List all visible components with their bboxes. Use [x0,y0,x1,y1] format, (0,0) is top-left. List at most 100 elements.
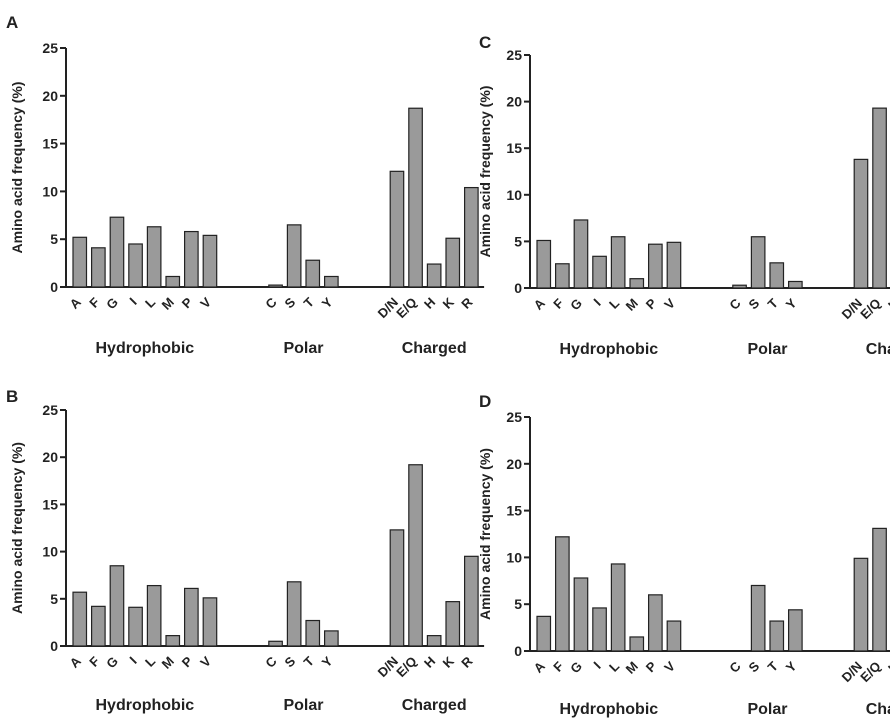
y-tick-label: 25 [42,40,58,56]
bar-g [574,578,588,651]
x-tick-label: A [531,295,549,313]
bar-c [269,641,283,646]
x-tick-label: H [421,295,438,312]
y-tick-label: 5 [50,231,58,247]
x-tick-label: T [301,294,317,310]
bar-d-n [390,171,404,287]
y-tick-label: 20 [42,449,58,465]
y-tick-label: 20 [506,94,522,110]
bar-a [537,616,551,651]
bar-c [269,285,283,287]
x-tick-label: V [661,295,678,312]
bar-e-q [873,528,887,651]
bar-f [92,248,106,287]
panel-letter-b: B [6,387,18,406]
x-tick-label: Y [319,294,336,311]
bar-y [789,281,803,288]
x-tick-label: P [179,653,196,670]
bar-l [147,227,161,287]
x-tick-label: C [726,658,744,676]
x-tick-label: A [67,653,85,671]
bar-e-q [409,465,423,646]
x-tick-label: Y [783,295,800,312]
y-tick-label: 25 [506,409,522,425]
bar-d-n [854,558,868,651]
bar-c [733,285,747,288]
bar-t [770,263,784,288]
x-tick-label: H [885,296,890,313]
x-tick-label: M [159,295,177,313]
x-tick-label: E/Q [857,296,883,322]
y-tick-label: 15 [506,503,522,519]
y-tick-label: 25 [506,47,522,63]
y-tick-label: 15 [42,496,58,512]
panel-d: D Amino acid frequency (%) 0 5 10 15 20 25 A F G I L… [477,392,890,718]
bar-l [611,564,625,651]
group-label-hydrophobic: Hydrophobic [560,701,659,718]
x-tick-label: F [550,658,566,674]
y-tick-label: 5 [514,233,522,249]
bar-t [306,260,320,287]
x-tick-label: F [86,294,102,310]
panel-letter-d: D [479,392,491,411]
y-tick-label: 15 [42,136,58,152]
bar-d-n [390,530,404,646]
x-tick-label: E/Q [393,295,419,321]
y-tick-label: 0 [50,638,58,654]
y-tick-label: 10 [42,544,58,560]
group-label-charged: Charged [866,341,890,358]
x-tick-label: H [885,659,890,676]
bar-i [593,256,607,288]
x-tick-label: K [440,294,458,312]
bar-v [667,621,681,651]
bar-d-n [854,159,868,288]
y-tick-label: 10 [506,187,522,203]
y-tick-label: 0 [514,280,522,296]
x-tick-label: I [127,654,140,667]
group-label-hydrophobic: Hydrophobic [96,697,195,714]
x-tick-label: C [726,295,744,313]
x-tick-label: F [86,653,102,669]
group-label-polar: Polar [747,701,787,718]
y-tick-label: 5 [514,596,522,612]
bar-g [110,566,124,646]
x-tick-label: T [301,653,317,669]
panel-c: CAmino acid frequency (%)0510152025A F G I L… [477,33,890,358]
x-tick-label: G [567,296,585,314]
x-tick-label: P [643,658,660,675]
x-tick-label: G [103,295,121,313]
y-axis-label: Amino acid frequency (%) [477,448,493,620]
x-tick-label: K [440,653,458,671]
bar-g [110,217,124,287]
y-tick-label: 15 [506,140,522,156]
group-label-hydrophobic: Hydrophobic [96,340,195,357]
x-tick-label: H [421,654,438,671]
bar-p [649,244,663,288]
group-label-charged: Charged [402,340,467,357]
bar-a [73,592,87,646]
bar-k [446,602,460,646]
bar-l [147,586,161,646]
x-tick-label: R [458,294,476,312]
x-tick-label: V [197,653,214,670]
x-tick-label: P [179,294,196,311]
panel-letter-a: A [6,13,18,32]
x-tick-label: L [142,653,158,669]
bar-f [556,537,570,651]
x-tick-label: I [591,296,604,309]
x-tick-label: C [262,653,280,671]
x-tick-label: Y [319,653,336,670]
x-tick-label: P [643,295,660,312]
y-tick-label: 20 [42,88,58,104]
x-tick-label: C [262,294,280,312]
bar-v [203,598,217,646]
bar-f [556,264,570,288]
bar-s [287,582,301,646]
x-tick-label: G [103,654,121,672]
bar-e-q [873,108,887,288]
x-tick-label: S [746,295,763,312]
bar-h [427,636,441,646]
x-tick-label: I [127,295,140,308]
group-label-polar: Polar [747,341,787,358]
